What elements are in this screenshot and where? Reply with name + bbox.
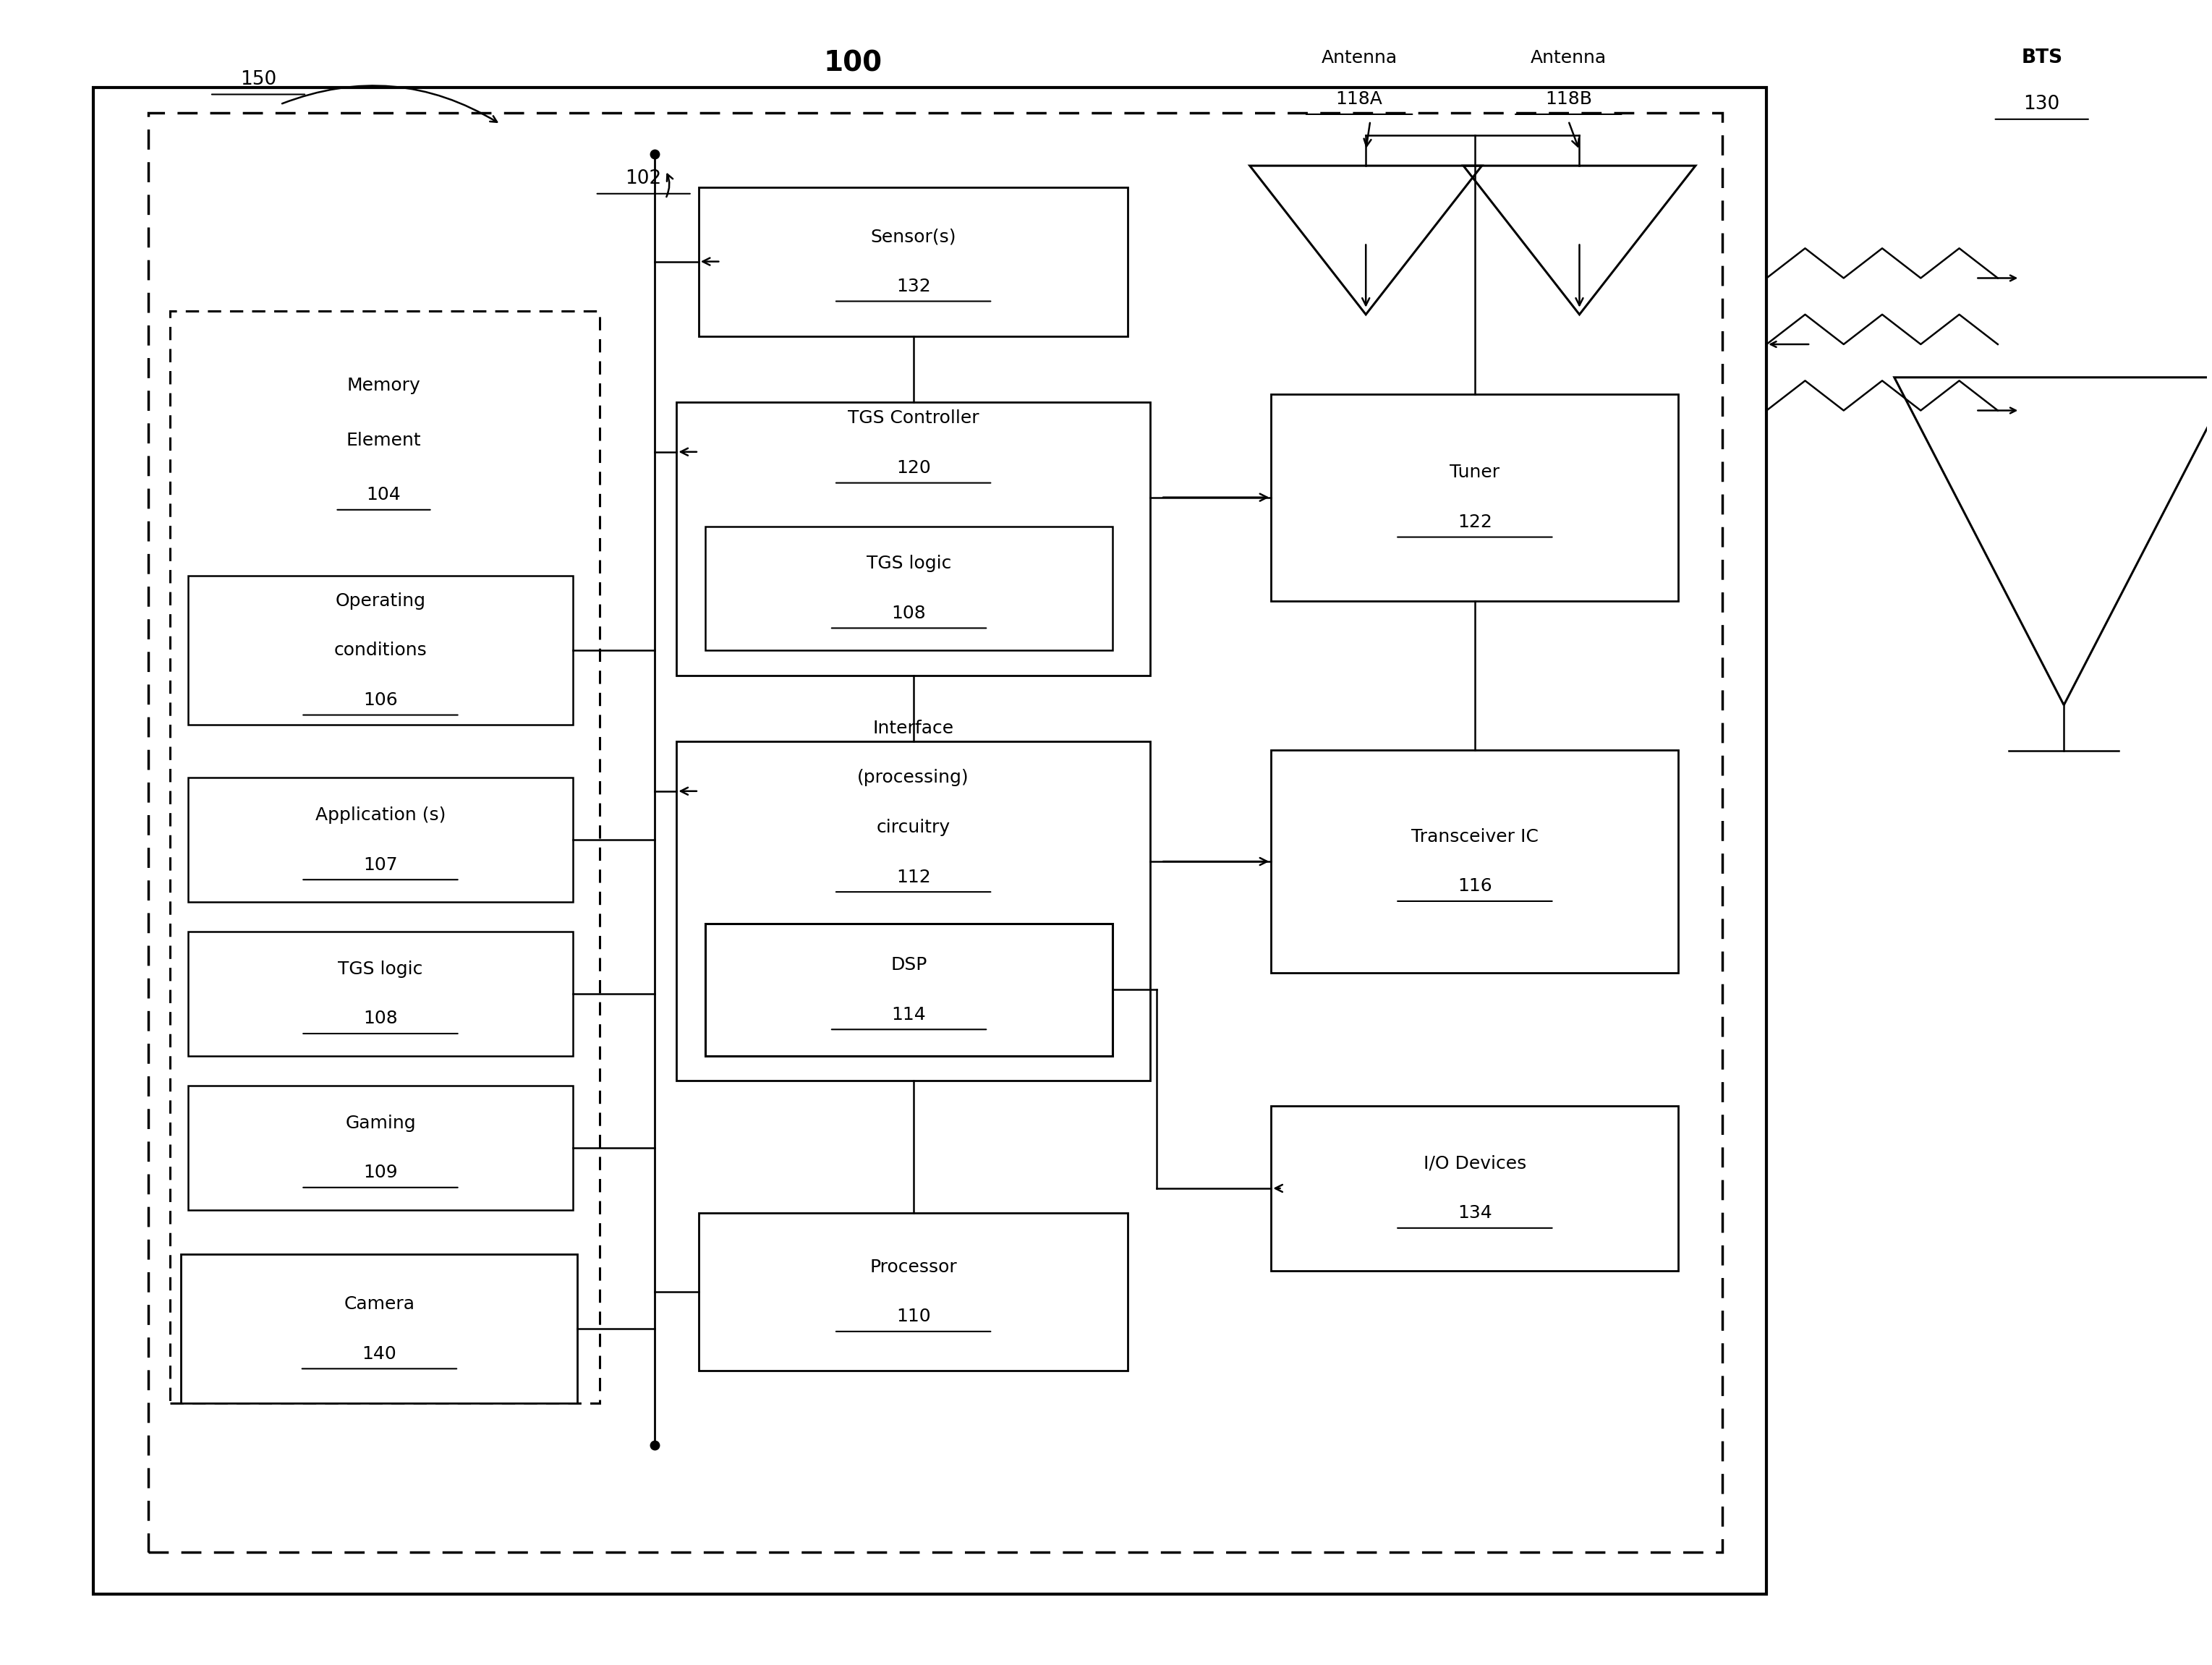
Text: DSP: DSP	[891, 956, 927, 974]
FancyBboxPatch shape	[148, 113, 1723, 1552]
Text: 114: 114	[891, 1006, 927, 1024]
FancyBboxPatch shape	[706, 924, 1113, 1056]
Text: Sensor(s): Sensor(s)	[872, 228, 956, 245]
Text: 120: 120	[896, 460, 931, 476]
FancyBboxPatch shape	[1272, 1106, 1679, 1270]
Text: 100: 100	[823, 50, 883, 77]
Text: Camera: Camera	[343, 1295, 416, 1312]
FancyBboxPatch shape	[181, 1254, 577, 1404]
Text: Processor: Processor	[869, 1259, 958, 1275]
Text: 130: 130	[2024, 95, 2059, 113]
Text: 132: 132	[896, 278, 931, 295]
Text: 108: 108	[363, 1011, 398, 1027]
Text: TGS logic: TGS logic	[867, 554, 951, 573]
Text: 109: 109	[363, 1164, 398, 1180]
Text: 118A: 118A	[1336, 90, 1382, 108]
FancyBboxPatch shape	[188, 576, 573, 724]
FancyBboxPatch shape	[188, 932, 573, 1056]
Text: Application (s): Application (s)	[316, 806, 445, 824]
Text: 140: 140	[363, 1345, 396, 1362]
Text: 102: 102	[626, 170, 661, 188]
FancyBboxPatch shape	[677, 403, 1150, 676]
Text: Operating: Operating	[336, 593, 425, 609]
FancyBboxPatch shape	[188, 1086, 573, 1210]
Text: 104: 104	[367, 486, 400, 503]
Text: Interface: Interface	[874, 719, 953, 736]
FancyBboxPatch shape	[188, 778, 573, 902]
Text: Tuner: Tuner	[1449, 465, 1500, 481]
Text: (processing): (processing)	[858, 769, 969, 786]
Text: 116: 116	[1458, 877, 1493, 896]
Text: conditions: conditions	[334, 641, 427, 659]
Text: circuitry: circuitry	[876, 819, 951, 836]
Text: 107: 107	[363, 856, 398, 874]
FancyBboxPatch shape	[1272, 749, 1679, 972]
Text: TGS Controller: TGS Controller	[847, 410, 980, 426]
FancyBboxPatch shape	[699, 186, 1128, 336]
Text: Gaming: Gaming	[345, 1114, 416, 1132]
Text: TGS logic: TGS logic	[338, 961, 422, 977]
Text: 112: 112	[896, 869, 931, 886]
Text: 110: 110	[896, 1309, 931, 1325]
FancyBboxPatch shape	[677, 741, 1150, 1081]
Text: Antenna: Antenna	[1531, 50, 1606, 67]
FancyBboxPatch shape	[170, 311, 599, 1404]
Text: 106: 106	[363, 691, 398, 709]
Text: 108: 108	[891, 604, 927, 623]
Text: 118B: 118B	[1544, 90, 1593, 108]
Text: I/O Devices: I/O Devices	[1422, 1156, 1526, 1172]
Text: 134: 134	[1458, 1204, 1493, 1222]
FancyBboxPatch shape	[706, 526, 1113, 651]
Text: Memory: Memory	[347, 376, 420, 395]
Text: 150: 150	[241, 70, 276, 88]
Text: Element: Element	[347, 431, 420, 450]
Text: BTS: BTS	[2022, 48, 2062, 67]
Text: Transceiver IC: Transceiver IC	[1411, 828, 1537, 846]
FancyBboxPatch shape	[699, 1214, 1128, 1370]
Text: 122: 122	[1458, 513, 1493, 531]
Text: Antenna: Antenna	[1321, 50, 1398, 67]
FancyBboxPatch shape	[93, 88, 1767, 1593]
FancyBboxPatch shape	[1272, 395, 1679, 601]
